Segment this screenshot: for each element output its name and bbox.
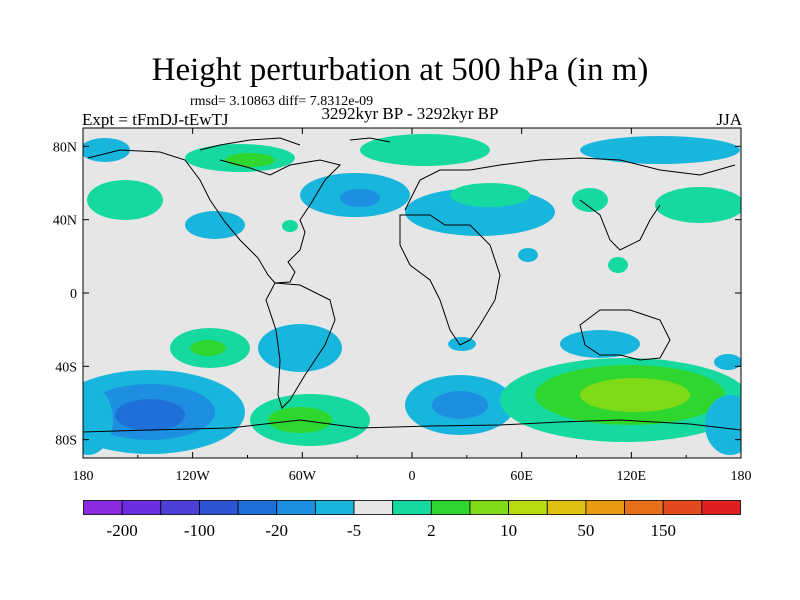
anomaly-region — [608, 257, 628, 273]
colorbar-swatch — [430, 500, 471, 515]
coastlines — [83, 137, 741, 433]
colorbar-label: 2 — [427, 521, 436, 540]
chart-title: Height perturbation at 500 hPa (in m) — [151, 52, 649, 88]
colorbar-label: -5 — [347, 521, 361, 540]
colorbar-swatch — [314, 500, 355, 515]
colorbar-label: -100 — [184, 521, 215, 540]
anomaly-region — [705, 395, 741, 455]
y-axis: 80N 40N 0 40S 80S — [53, 140, 741, 449]
colorbar-swatch — [392, 500, 432, 515]
colorbar-swatch — [585, 500, 625, 515]
season-label: JJA — [716, 110, 742, 129]
colorbar-label: -200 — [107, 521, 138, 540]
colorbar-swatch — [469, 500, 510, 515]
colorbar-swatch — [237, 500, 278, 515]
colorbar-swatch — [276, 500, 316, 515]
anomaly-region — [572, 188, 608, 212]
x-tick-label: 120E — [617, 469, 647, 484]
colorbar-label: 50 — [577, 521, 594, 540]
stats-text: rmsd= 3.10863 diff= 7.8312e-09 — [190, 94, 374, 109]
anomaly-region — [258, 324, 342, 372]
colorbar-swatch — [199, 500, 239, 515]
contour-fields — [83, 134, 741, 455]
anomaly-region — [115, 399, 185, 431]
map-panel: 80N 40N 0 40S 80S 180 120W 60W 0 60E 120E 180 — [53, 127, 752, 484]
colorbar-swatch — [353, 500, 394, 515]
period-label: 3292kyr BP - 3292kyr BP — [321, 104, 499, 123]
y-tick-label: 40N — [53, 214, 77, 229]
x-tick-label: 120W — [176, 469, 211, 484]
x-tick-label: 60E — [510, 469, 533, 484]
anomaly-region — [83, 385, 113, 455]
experiment-label: Expt = tFmDJ-tEwTJ — [82, 110, 229, 129]
y-tick-label: 80N — [53, 140, 77, 155]
anomaly-region — [185, 211, 245, 239]
x-tick-label: 0 — [409, 469, 416, 484]
y-tick-label: 80S — [55, 434, 77, 449]
x-tick-label: 180 — [73, 469, 94, 484]
colorbar-swatch — [701, 500, 741, 515]
colorbar: -200 -100 -20 -5 2 10 50 150 — [83, 500, 741, 540]
anomaly-region — [432, 391, 488, 419]
x-tick-label: 60W — [289, 469, 317, 484]
colorbar-swatch — [546, 500, 587, 515]
colorbar-swatch — [83, 500, 123, 515]
anomaly-region — [190, 340, 226, 356]
colorbar-swatch — [160, 500, 200, 515]
colorbar-label: 10 — [500, 521, 517, 540]
anomaly-region — [560, 330, 640, 358]
x-axis: 180 120W 60W 0 60E 120E 180 — [73, 128, 752, 484]
x-tick-label: 180 — [731, 469, 752, 484]
south-america-coast — [265, 282, 336, 409]
anomaly-region — [360, 134, 490, 166]
anomaly-region — [87, 180, 163, 220]
arctic-islands-coast — [199, 137, 391, 151]
anomaly-region — [450, 183, 530, 207]
colorbar-swatch — [508, 500, 548, 515]
antarctica-coast — [83, 419, 741, 433]
y-tick-label: 40S — [55, 360, 77, 375]
north-america-coast — [87, 149, 341, 284]
anomaly-region — [340, 189, 380, 207]
anomaly-region — [714, 354, 741, 370]
colorbar-swatch — [624, 500, 664, 515]
y-tick-label: 0 — [70, 287, 77, 302]
australia-coast — [579, 309, 671, 361]
colorbar-swatch — [121, 500, 162, 515]
anomaly-region — [655, 187, 741, 223]
africa-coast — [399, 214, 501, 346]
colorbar-swatch — [662, 500, 703, 515]
colorbar-label: 150 — [650, 521, 676, 540]
colorbar-label: -20 — [265, 521, 288, 540]
eurasia-coast — [404, 157, 736, 251]
anomaly-region — [580, 136, 740, 164]
anomaly-region — [518, 248, 538, 262]
anomaly-region — [282, 220, 298, 232]
anomaly-region — [580, 378, 690, 412]
anomaly-region — [225, 153, 275, 167]
